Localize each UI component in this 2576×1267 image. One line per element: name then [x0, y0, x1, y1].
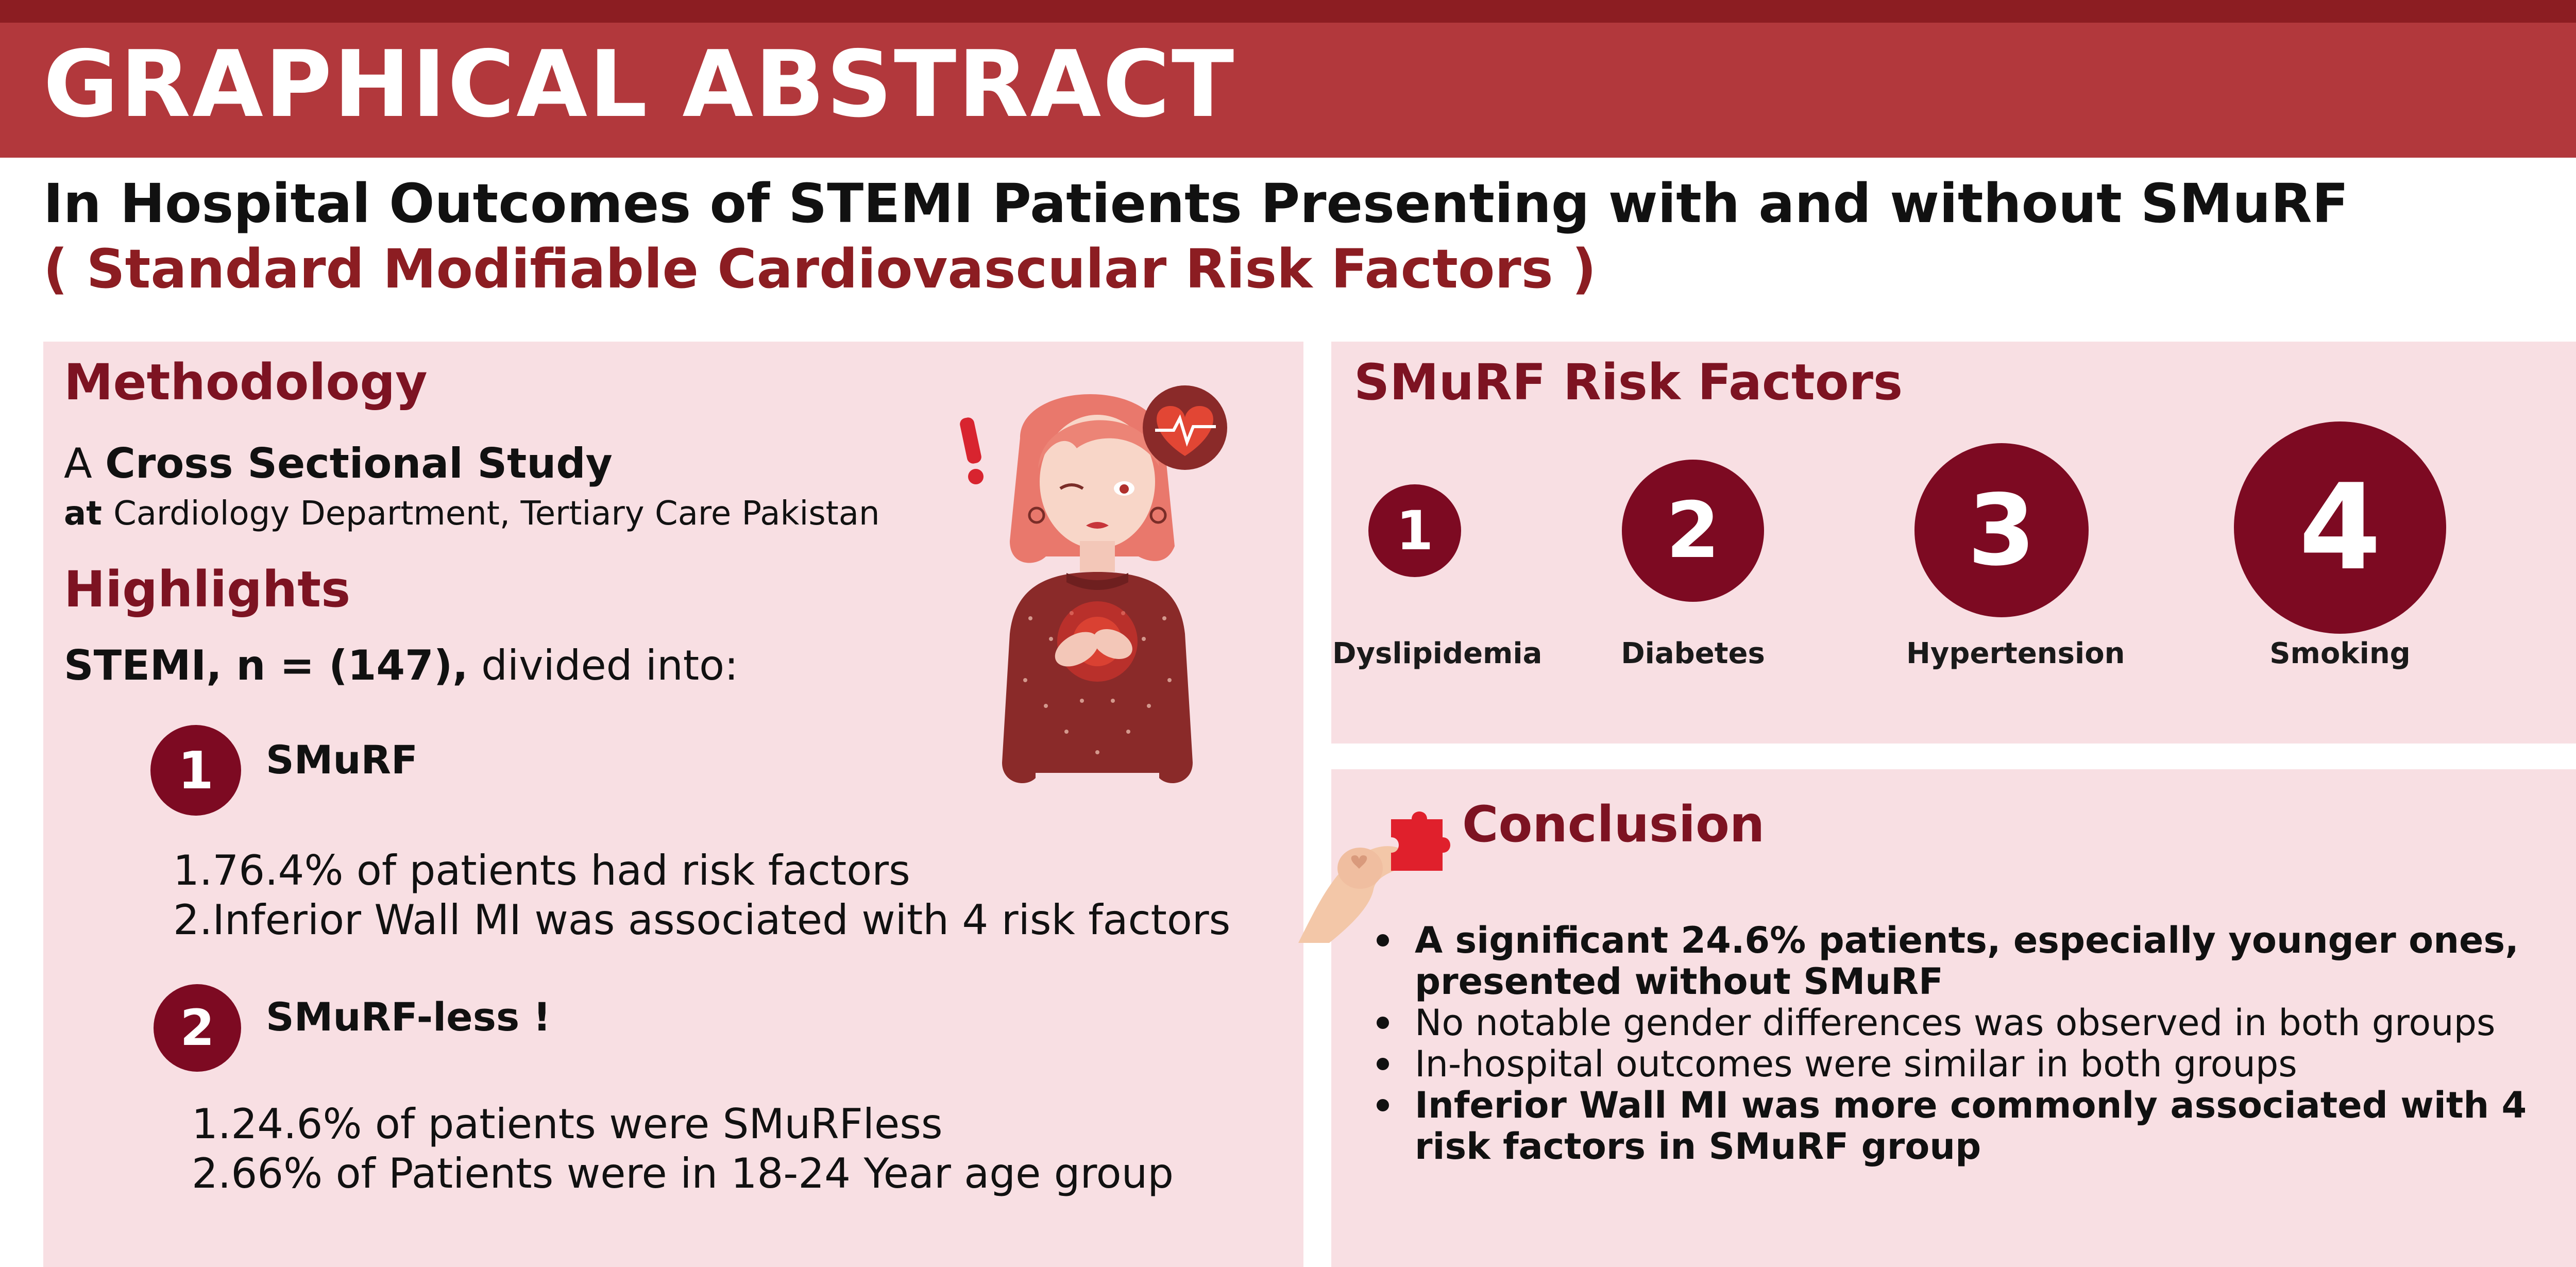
banner-title: GRAPHICAL ABSTRACT: [43, 31, 1236, 138]
list-item: 1.76.4% of patients had risk factors: [173, 847, 910, 894]
methodology-heading: Methodology: [64, 353, 428, 411]
list-item: No notable gender differences was observ…: [1368, 1002, 2553, 1043]
banner: [0, 23, 2576, 158]
list-item: 2.Inferior Wall MI was associated with 4…: [173, 896, 1231, 944]
highlights-intro-rest: divided into:: [468, 641, 739, 689]
study-location: Cardiology Department, Tertiary Care Pak…: [113, 495, 880, 533]
conclusion-list: A significant 24.6% patients, especially…: [1368, 920, 2553, 1167]
group-2-name: SMuRF-less !: [266, 994, 551, 1040]
conclusion-panel: [1331, 769, 2576, 1267]
risk-factor-4-label: Smoking: [2269, 637, 2411, 670]
group-1-number: 1: [150, 725, 241, 816]
risk-factor-4-number: 4: [2234, 421, 2446, 634]
hand-puzzle-icon: [1298, 812, 1450, 943]
exclamation-icon: [960, 417, 984, 484]
group-2-list: 1.24.6% of patients were SMuRFless 2.66%…: [192, 1100, 1174, 1198]
risk-factor-2-number: 2: [1622, 460, 1764, 602]
list-item: In-hospital outcomes were similar in bot…: [1368, 1043, 2553, 1085]
risk-factor-2-label: Diabetes: [1621, 637, 1765, 670]
woman-chest-pain-illustration: [960, 385, 1227, 783]
study-type: Cross Sectional Study: [105, 440, 613, 487]
highlights-heading: Highlights: [64, 561, 351, 618]
risk-factor-3-number: 3: [1914, 443, 2089, 617]
list-item: A significant 24.6% patients, especially…: [1368, 920, 2553, 1002]
highlights-intro-bold: STEMI, n = (147),: [64, 641, 468, 689]
risk-factors-heading: SMuRF Risk Factors: [1354, 353, 1903, 411]
list-item: Inferior Wall MI was more commonly assoc…: [1368, 1085, 2553, 1167]
page-title: In Hospital Outcomes of STEMI Patients P…: [43, 172, 2349, 235]
highlights-intro: STEMI, n = (147), divided into:: [64, 643, 738, 688]
risk-factor-3-label: Hypertension: [1906, 637, 2125, 670]
heart-monitor-icon: [1143, 385, 1227, 470]
group-1-list: 1.76.4% of patients had risk factors 2.I…: [173, 846, 1230, 945]
study-prefix: A: [64, 440, 106, 487]
conclusion-heading: Conclusion: [1462, 796, 1765, 853]
banner-top-strip: [0, 0, 2576, 23]
page-subtitle: ( Standard Modifiable Cardiovascular Ris…: [43, 238, 1597, 300]
group-2-number: 2: [154, 984, 241, 1072]
list-item: 1.24.6% of patients were SMuRFless: [192, 1100, 943, 1148]
study-location-line: at Cardiology Department, Tertiary Care …: [64, 496, 880, 532]
risk-factor-1-number: 1: [1368, 484, 1461, 577]
location-prefix: at: [64, 495, 114, 533]
list-item: 2.66% of Patients were in 18-24 Year age…: [192, 1150, 1174, 1197]
risk-factor-1-label: Dyslipidemia: [1332, 637, 1543, 670]
study-type-line: A Cross Sectional Study: [64, 441, 613, 486]
group-1-name: SMuRF: [266, 737, 418, 783]
